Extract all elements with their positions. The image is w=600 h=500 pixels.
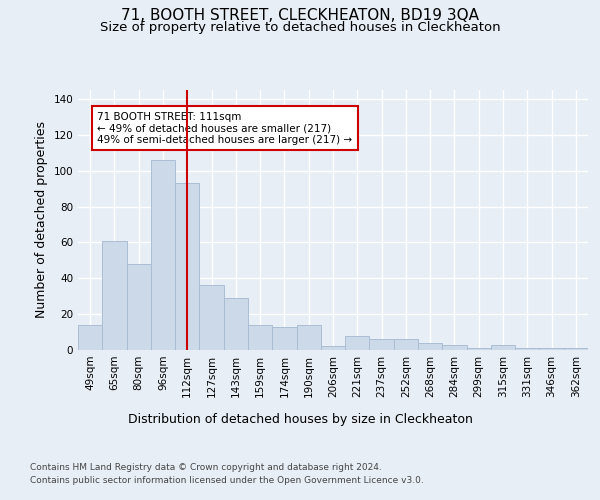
Bar [442,344,467,350]
Bar [491,344,515,350]
Bar [539,348,564,350]
Bar [78,325,102,350]
Bar [199,286,224,350]
Bar [151,160,175,350]
Bar [394,339,418,350]
Bar [564,348,588,350]
Text: Size of property relative to detached houses in Cleckheaton: Size of property relative to detached ho… [100,21,500,34]
Bar [102,240,127,350]
Bar [224,298,248,350]
Bar [467,348,491,350]
Bar [248,325,272,350]
Text: 71 BOOTH STREET: 111sqm
← 49% of detached houses are smaller (217)
49% of semi-d: 71 BOOTH STREET: 111sqm ← 49% of detache… [97,112,353,144]
Bar [418,343,442,350]
Bar [127,264,151,350]
Text: Contains public sector information licensed under the Open Government Licence v3: Contains public sector information licen… [30,476,424,485]
Bar [321,346,345,350]
Text: Distribution of detached houses by size in Cleckheaton: Distribution of detached houses by size … [128,412,472,426]
Bar [370,339,394,350]
Text: Contains HM Land Registry data © Crown copyright and database right 2024.: Contains HM Land Registry data © Crown c… [30,462,382,471]
Bar [272,326,296,350]
Text: 71, BOOTH STREET, CLECKHEATON, BD19 3QA: 71, BOOTH STREET, CLECKHEATON, BD19 3QA [121,8,479,22]
Bar [175,183,199,350]
Y-axis label: Number of detached properties: Number of detached properties [35,122,48,318]
Bar [345,336,370,350]
Bar [296,325,321,350]
Bar [515,348,539,350]
